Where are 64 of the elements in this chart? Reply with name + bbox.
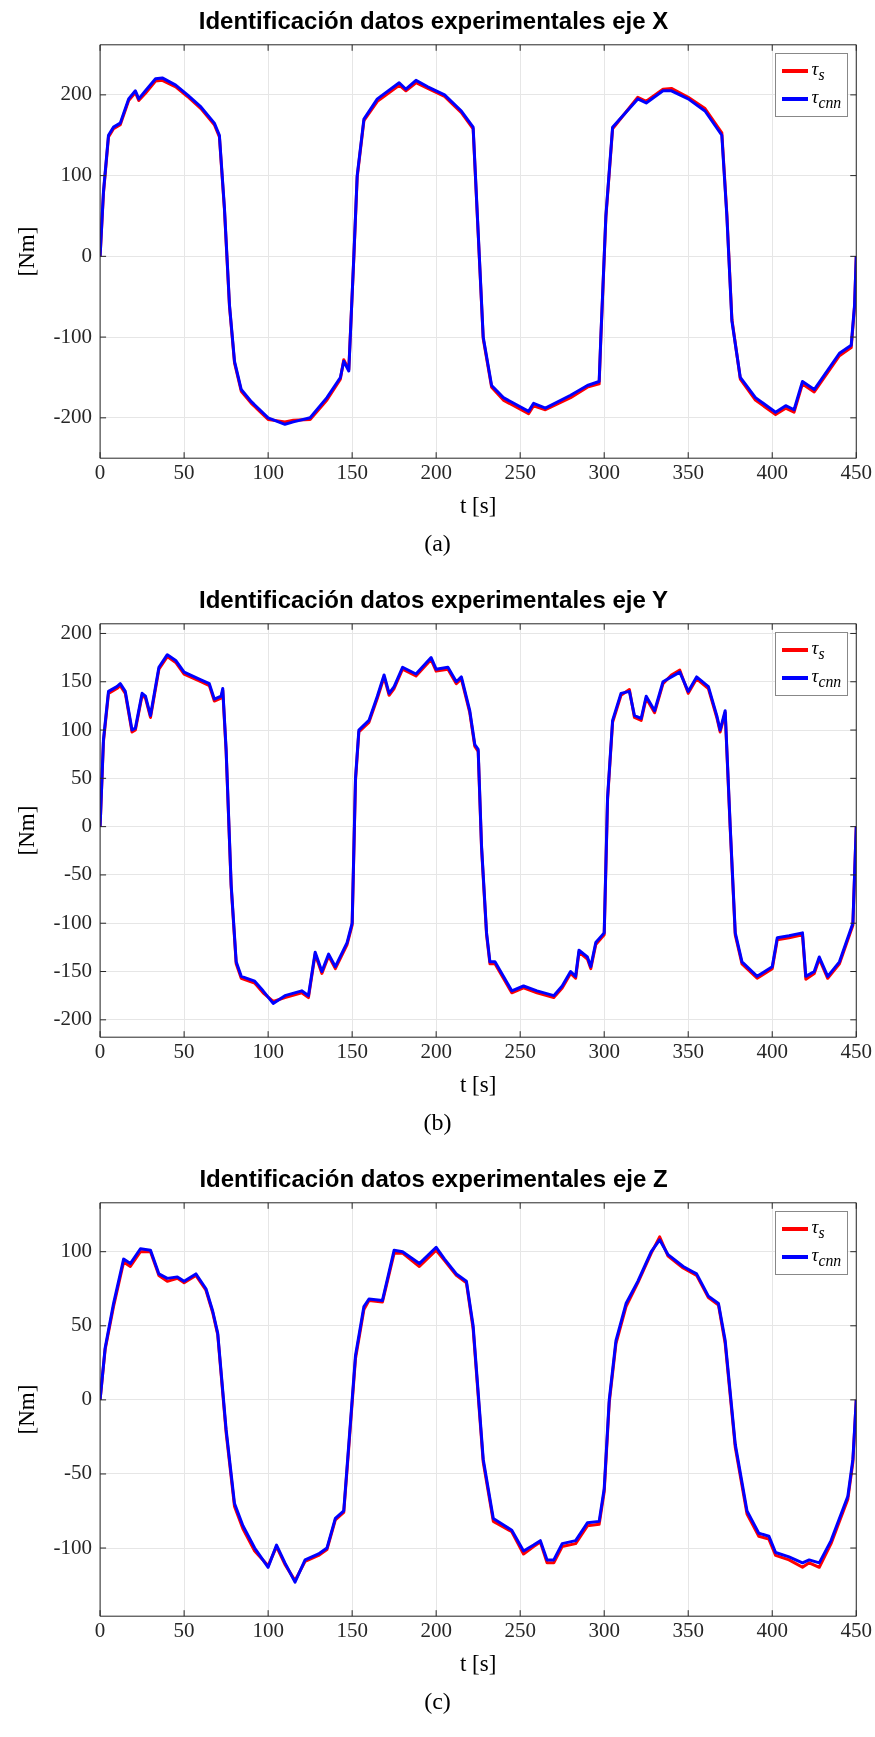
x-tick-label: 50	[173, 460, 195, 485]
x-tick-label: 50	[173, 1039, 195, 1064]
y-axis-title: [Nm]	[13, 1384, 39, 1435]
legend-label: τ$_{s}$	[811, 1215, 825, 1242]
legend-label: τ$_{cnn}$	[811, 1243, 842, 1270]
x-axis-title: t [s]	[459, 493, 497, 519]
x-axis-title: t [s]	[459, 1072, 497, 1098]
y-tick-label: 0	[81, 1386, 93, 1411]
x-tick-label: 50	[173, 1618, 195, 1643]
text: (b)	[422, 1109, 453, 1136]
x-tick-label: 250	[504, 1618, 536, 1643]
y-tick-label: 50	[71, 764, 93, 789]
chart-title: Identificación datos experimentales eje Z	[199, 1165, 668, 1193]
y-tick-label: -200	[53, 1006, 93, 1031]
text: (c)	[423, 1688, 452, 1715]
x-tick-label: 100	[252, 460, 284, 485]
y-tick-label: 200	[60, 81, 93, 106]
x-tick-label: 100	[252, 1618, 284, 1643]
y-tick-label: -50	[64, 861, 93, 886]
x-tick-label: 350	[672, 1618, 704, 1643]
x-tick-label: 400	[756, 1618, 788, 1643]
x-tick-label: 350	[672, 460, 704, 485]
y-tick-label: 0	[81, 813, 93, 838]
text: (a)	[423, 530, 452, 557]
y-tick-label: 0	[81, 242, 93, 267]
y-tick-label: -100	[53, 1534, 93, 1559]
y-tick-label: 100	[60, 1238, 93, 1263]
x-tick-label: 300	[588, 460, 620, 485]
x-tick-label: 350	[672, 1039, 704, 1064]
x-tick-label: 400	[756, 1039, 788, 1064]
x-tick-label: 450	[840, 1039, 872, 1064]
x-tick-label: 200	[420, 1039, 452, 1064]
x-tick-label: 250	[504, 460, 536, 485]
y-tick-label: 200	[60, 619, 93, 644]
x-tick-label: 100	[252, 1039, 284, 1064]
x-tick-label: 450	[840, 460, 872, 485]
y-tick-label: -150	[53, 958, 93, 983]
chart-title: Identificación datos experimentales eje Y	[198, 586, 669, 614]
y-axis-title: [Nm]	[13, 226, 39, 277]
legend-label: τ$_{s}$	[811, 57, 825, 84]
x-tick-label: 200	[420, 1618, 452, 1643]
x-tick-label: 450	[840, 1618, 872, 1643]
y-tick-label: 50	[71, 1312, 93, 1337]
x-tick-label: 400	[756, 460, 788, 485]
y-axis-title: [Nm]	[13, 805, 39, 856]
y-tick-label: -100	[53, 909, 93, 934]
x-tick-label: 300	[588, 1039, 620, 1064]
legend-label: τ$_{cnn}$	[811, 664, 842, 691]
y-tick-label: 150	[60, 668, 93, 693]
x-tick-label: 150	[336, 1039, 368, 1064]
y-tick-label: 100	[60, 716, 93, 741]
x-tick-label: 300	[588, 1618, 620, 1643]
x-tick-label: 200	[420, 460, 452, 485]
chart-title: Identificación datos experimentales eje X	[198, 7, 669, 35]
x-tick-label: 250	[504, 1039, 536, 1064]
x-tick-label: 150	[336, 1618, 368, 1643]
y-tick-label: -200	[53, 404, 93, 429]
x-tick-label: 150	[336, 460, 368, 485]
y-tick-label: -100	[53, 323, 93, 348]
y-tick-label: -50	[64, 1460, 93, 1485]
legend-label: τ$_{s}$	[811, 636, 825, 663]
y-tick-label: 100	[60, 162, 93, 187]
x-axis-title: t [s]	[459, 1651, 497, 1677]
legend-label: τ$_{cnn}$	[811, 85, 842, 112]
